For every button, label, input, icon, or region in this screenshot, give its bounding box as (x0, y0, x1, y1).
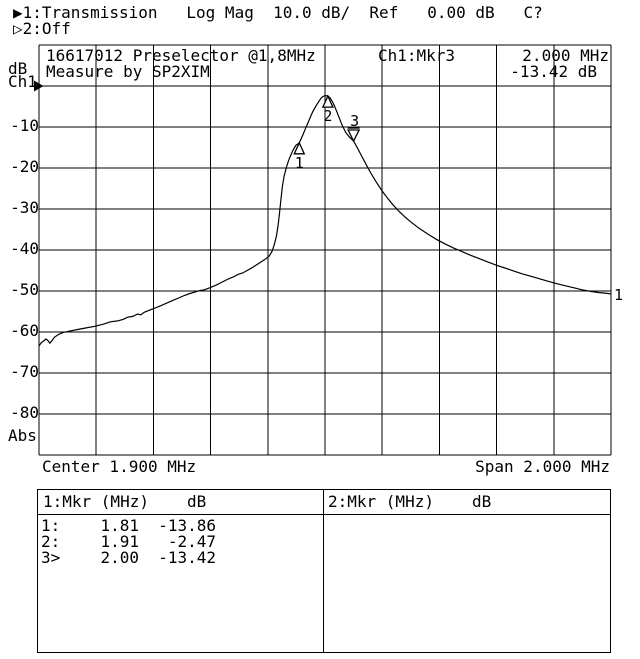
marker-readout-frequency: 2.000 MHz (522, 46, 609, 65)
marker-level: -13.86 (158, 516, 216, 535)
marker-readout-channel: Ch1:Mkr3 (378, 46, 456, 65)
marker-id: 1: (41, 516, 61, 535)
y-tick-label: -80 (10, 403, 39, 422)
marker-table-right-header-unit: dB (472, 492, 492, 511)
y-tick-label: -60 (10, 321, 39, 340)
marker-id: 2: (41, 532, 61, 551)
channel2-inactive-marker-icon: ▷ (13, 19, 23, 38)
marker-table-divider (323, 490, 324, 652)
y-axis-channel-label: Ch1 (8, 72, 37, 91)
channel2-status-text: 2:Off (22, 19, 71, 38)
y-tick-label: -10 (10, 116, 39, 135)
y-tick-label: -30 (10, 198, 39, 217)
header-line-2: ▷2:Off (13, 21, 71, 37)
y-tick-label: -20 (10, 157, 39, 176)
svg-text:3: 3 (350, 112, 359, 130)
marker-readout-level: -13.42 dB (510, 62, 597, 81)
marker-id: 3> (41, 548, 61, 567)
y-axis-bottom-label: Abs (8, 426, 37, 445)
channel1-active-marker-icon: ▶ (13, 3, 23, 22)
channel1-status-text: 1:Transmission Log Mag 10.0 dB/ Ref 0.00… (22, 3, 543, 22)
marker-table-left-header-unit: dB (187, 492, 207, 511)
y-tick-label: -40 (10, 239, 39, 258)
marker-level: -2.47 (167, 532, 216, 551)
y-axis-unit-label: dB (8, 59, 28, 78)
header-line-1: ▶1:Transmission Log Mag 10.0 dB/ Ref 0.0… (13, 5, 543, 21)
marker-table-left-header: 1:Mkr (MHz) (43, 492, 149, 511)
x-axis-center-label: Center 1.900 MHz (42, 457, 197, 476)
marker-level: -13.42 (158, 548, 216, 567)
y-tick-label: -50 (10, 280, 39, 299)
svg-text:1: 1 (614, 286, 623, 304)
x-axis-span-label: Span 2.000 MHz (475, 457, 610, 476)
y-tick-label: -70 (10, 362, 39, 381)
svg-text:1: 1 (295, 154, 304, 172)
marker-table-right-header: 2:Mkr (MHz) (328, 492, 434, 511)
graph-title-line1: 16617012 Preselector @1,8MHz (46, 46, 316, 65)
marker-frequency: 1.91 (100, 532, 139, 551)
marker-table: 1:Mkr (MHz) dB 2:Mkr (MHz) dB 1: 1.81 -13.… (37, 489, 611, 653)
marker-table-row: 3> 2.00 -13.42 (41, 550, 221, 566)
marker-table-row: 1: 1.81 -13.86 (41, 518, 221, 534)
marker-frequency: 2.00 (100, 548, 139, 567)
graph-title-line2: Measure by SP2XIM (46, 62, 210, 81)
marker-table-row: 2: 1.91 -2.47 (41, 534, 221, 550)
svg-text:2: 2 (323, 107, 332, 125)
marker-table-header-underline (38, 514, 610, 515)
marker-frequency: 1.81 (100, 516, 139, 535)
